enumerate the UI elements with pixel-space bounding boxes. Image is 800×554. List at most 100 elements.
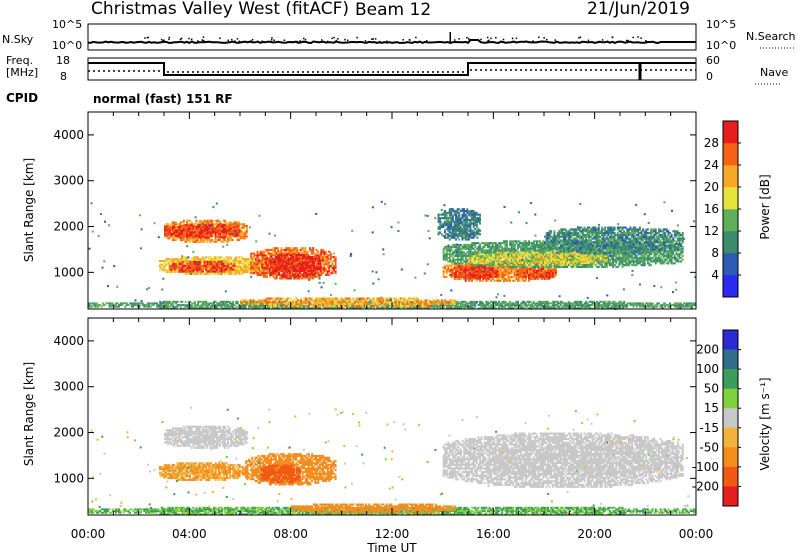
heatmap-cell xyxy=(258,261,260,264)
heatmap-cell xyxy=(467,268,470,271)
heatmap-cell xyxy=(537,260,540,263)
nsky-dot xyxy=(511,37,514,40)
heatmap-cell xyxy=(501,260,504,264)
heatmap-cell xyxy=(259,270,262,273)
heatmap-cell xyxy=(317,275,319,278)
heatmap-cell xyxy=(209,234,212,237)
heatmap-cell xyxy=(490,242,493,245)
heatmap-cell xyxy=(162,269,164,272)
heatmap-cell xyxy=(228,231,231,234)
heatmap-cell xyxy=(265,261,268,264)
heatmap-cell xyxy=(548,240,551,243)
heatmap-cell xyxy=(517,279,519,282)
heatmap-cell xyxy=(198,236,201,239)
heatmap-cell xyxy=(203,229,206,232)
heatmap-cell xyxy=(175,266,178,269)
heatmap-cell xyxy=(677,254,679,258)
heatmap-cell xyxy=(456,277,459,280)
heatmap-cell xyxy=(477,277,480,280)
freq-tick-high: 18 xyxy=(56,54,70,67)
heatmap-cell xyxy=(328,261,331,264)
heatmap-cell xyxy=(294,250,297,253)
heatmap-cell xyxy=(501,264,504,267)
heatmap-cell xyxy=(510,272,513,275)
heatmap-cell xyxy=(442,266,445,269)
heatmap-cell xyxy=(321,270,324,273)
heatmap-cell xyxy=(321,263,324,266)
heatmap-cell xyxy=(551,247,554,250)
heatmap-cell xyxy=(182,261,185,264)
heatmap-cell xyxy=(474,251,477,254)
heatmap-cell xyxy=(463,268,465,271)
heatmap-cell xyxy=(306,252,308,255)
heatmap-cell xyxy=(475,254,478,258)
heatmap-cell xyxy=(180,262,182,266)
heatmap-cell xyxy=(184,239,187,242)
heatmap-cell xyxy=(659,253,662,256)
heatmap-cell xyxy=(498,272,500,275)
heatmap-cell xyxy=(303,266,306,269)
heatmap-cell xyxy=(637,260,640,263)
heatmap-cell xyxy=(472,247,475,250)
heatmap-cell xyxy=(170,232,173,235)
heatmap-cell xyxy=(214,227,217,230)
heatmap-cell xyxy=(176,234,179,237)
heatmap-cell xyxy=(189,229,192,232)
heatmap-cell xyxy=(467,274,470,277)
heatmap-cell xyxy=(521,243,524,247)
heatmap-cell xyxy=(186,240,188,243)
heatmap-cell xyxy=(534,247,537,250)
heatmap-cell xyxy=(236,234,239,237)
heatmap-cell xyxy=(521,271,524,274)
heatmap-cell xyxy=(258,268,260,271)
heatmap-cell xyxy=(464,260,467,263)
heatmap-cell xyxy=(217,260,220,264)
nsky-dot xyxy=(236,38,239,40)
heatmap-cell xyxy=(484,268,486,271)
heatmap-cell xyxy=(192,240,195,243)
heatmap-cell xyxy=(186,227,189,230)
heatmap-cell xyxy=(225,256,228,259)
heatmap-cell xyxy=(228,221,231,224)
heatmap-cell xyxy=(542,275,545,278)
heatmap-cell xyxy=(458,251,461,254)
heatmap-cell xyxy=(298,254,301,257)
heatmap-cell xyxy=(286,259,288,262)
heatmap-cell xyxy=(536,253,538,256)
heatmap-cell xyxy=(271,262,274,265)
heatmap-cell xyxy=(450,260,453,263)
heatmap-cell xyxy=(183,227,185,230)
heatmap-cell xyxy=(677,253,679,256)
heatmap-cell xyxy=(173,258,176,261)
heatmap-cell xyxy=(205,263,207,266)
heatmap-cell xyxy=(163,267,166,270)
heatmap-cell xyxy=(203,221,206,224)
heatmap-cell xyxy=(247,258,250,261)
heatmap-cell xyxy=(498,247,500,250)
nsky-dot xyxy=(303,37,305,40)
heatmap-cell xyxy=(488,265,491,268)
heatmap-cell xyxy=(278,252,281,255)
heatmap-cell xyxy=(496,270,499,273)
heatmap-cell xyxy=(512,242,515,245)
heatmap-cell xyxy=(268,262,271,265)
heatmap-cell xyxy=(281,268,284,271)
heatmap-cell xyxy=(235,221,237,224)
heatmap-cell xyxy=(453,245,456,248)
heatmap-cell xyxy=(555,265,557,269)
heatmap-cell xyxy=(512,279,515,282)
heatmap-cell xyxy=(551,271,554,274)
heatmap-cell xyxy=(645,256,648,259)
heatmap-cell xyxy=(197,270,200,273)
heatmap-cell xyxy=(534,267,537,271)
heatmap-cell xyxy=(254,257,257,260)
heatmap-cell xyxy=(461,247,464,250)
heatmap-cell xyxy=(228,261,231,264)
heatmap-cell xyxy=(459,274,462,277)
heatmap-cell xyxy=(449,264,451,267)
heatmap-cell xyxy=(543,277,546,280)
heatmap-cell xyxy=(487,267,490,270)
heatmap-cell xyxy=(230,271,233,274)
heatmap-cell xyxy=(236,261,239,264)
heatmap-cell xyxy=(298,273,301,276)
